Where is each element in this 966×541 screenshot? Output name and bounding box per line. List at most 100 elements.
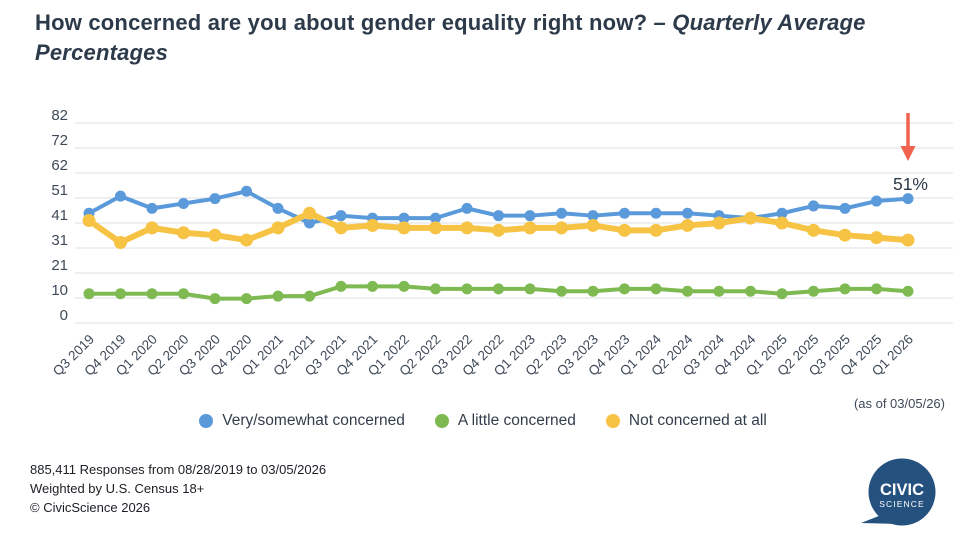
data-point-a-little-concerned <box>241 293 252 305</box>
data-point-not-concerned-at-all <box>618 223 631 237</box>
data-point-a-little-concerned <box>178 288 189 300</box>
annotation-value-label: 51% <box>893 174 928 194</box>
data-point-a-little-concerned <box>83 288 95 300</box>
data-point-not-concerned-at-all <box>555 221 568 235</box>
legend-label: Very/somewhat concerned <box>222 412 405 429</box>
data-point-very-somewhat-concerned <box>430 212 441 224</box>
page-title-emphasis: – Quarterly Average Percentages <box>35 10 866 65</box>
data-point-very-somewhat-concerned <box>619 207 630 219</box>
data-point-not-concerned-at-all <box>271 221 285 235</box>
data-point-a-little-concerned <box>430 283 441 295</box>
data-point-very-somewhat-concerned <box>776 207 788 219</box>
data-point-a-little-concerned <box>713 285 725 297</box>
data-point-a-little-concerned <box>398 280 410 292</box>
data-point-not-concerned-at-all <box>681 218 694 232</box>
data-point-very-somewhat-concerned <box>461 202 473 214</box>
data-point-very-somewhat-concerned <box>115 190 126 202</box>
data-point-a-little-concerned <box>367 280 378 292</box>
data-point-not-concerned-at-all <box>145 221 159 235</box>
data-point-not-concerned-at-all <box>334 221 348 235</box>
legend-label: Not concerned at all <box>628 412 767 429</box>
page-title: How concerned are you about gender equal… <box>35 8 945 68</box>
data-point-a-little-concerned <box>776 288 788 300</box>
data-point-very-somewhat-concerned <box>304 217 315 229</box>
footer-responses-line: 885,411 Responses from 08/28/2019 to 03/… <box>30 462 327 477</box>
y-axis-tick-label: 72 <box>51 132 68 149</box>
data-point-very-somewhat-concerned <box>682 207 693 219</box>
legend-dot-blue-icon <box>199 414 214 428</box>
data-point-very-somewhat-concerned <box>587 210 599 222</box>
data-point-a-little-concerned <box>682 285 693 297</box>
data-point-very-somewhat-concerned <box>650 207 662 219</box>
data-point-a-little-concerned <box>115 288 126 300</box>
data-point-a-little-concerned <box>556 285 567 297</box>
data-point-very-somewhat-concerned <box>808 200 819 212</box>
legend-label: A little concerned <box>457 412 576 429</box>
footer-copyright-line: © CivicScience 2026 <box>30 500 151 515</box>
as-of-date-label: (as of 03/05/26) <box>853 396 945 411</box>
civicscience-logo: CIVIC SCIENCE <box>861 458 936 526</box>
data-point-very-somewhat-concerned <box>524 210 536 222</box>
data-point-not-concerned-at-all <box>82 214 96 228</box>
data-point-a-little-concerned <box>650 283 662 295</box>
logo-text-science: SCIENCE <box>879 499 925 509</box>
data-point-very-somewhat-concerned <box>839 202 851 214</box>
data-point-not-concerned-at-all <box>114 236 127 250</box>
data-point-a-little-concerned <box>587 285 599 297</box>
data-point-a-little-concerned <box>745 285 756 297</box>
data-point-not-concerned-at-all <box>460 221 474 235</box>
data-point-a-little-concerned <box>304 290 315 302</box>
data-point-not-concerned-at-all <box>870 231 883 245</box>
data-point-not-concerned-at-all <box>838 228 852 242</box>
data-point-not-concerned-at-all <box>775 216 789 230</box>
data-point-not-concerned-at-all <box>366 218 379 232</box>
data-point-a-little-concerned <box>272 290 284 302</box>
data-point-not-concerned-at-all <box>240 233 253 247</box>
footer-weighting-line: Weighted by U.S. Census 18+ <box>30 481 205 496</box>
data-point-a-little-concerned <box>335 280 347 292</box>
data-point-not-concerned-at-all <box>429 221 442 235</box>
data-point-a-little-concerned <box>146 288 158 300</box>
data-point-very-somewhat-concerned <box>902 193 914 205</box>
data-point-not-concerned-at-all <box>744 211 757 225</box>
legend-item-not-concerned-at-all: Not concerned at all <box>605 412 767 430</box>
legend-item-a-little-concerned: A little concerned <box>434 412 576 430</box>
data-point-not-concerned-at-all <box>649 223 663 237</box>
y-axis-tick-label: 31 <box>51 232 68 249</box>
logo-speech-bubble <box>868 458 936 526</box>
data-point-not-concerned-at-all <box>397 221 411 235</box>
footer-source-text: 885,411 Responses from 08/28/2019 to 03/… <box>30 460 326 517</box>
data-point-a-little-concerned <box>871 283 882 295</box>
y-axis-tick-label: 82 <box>51 107 68 124</box>
data-point-a-little-concerned <box>493 283 504 295</box>
data-point-not-concerned-at-all <box>901 233 915 247</box>
y-axis-tick-label: 51 <box>51 182 68 199</box>
data-point-very-somewhat-concerned <box>272 202 284 214</box>
trend-arrow-head-icon <box>900 146 916 161</box>
chart-legend: Very/somewhat concerned A little concern… <box>0 412 966 430</box>
data-point-a-little-concerned <box>902 285 914 297</box>
page-title-main: How concerned are you about gender equal… <box>35 10 648 35</box>
data-point-a-little-concerned <box>619 283 630 295</box>
legend-item-very-somewhat-concerned: Very/somewhat concerned <box>199 412 405 430</box>
data-point-very-somewhat-concerned <box>556 207 567 219</box>
legend-dot-green-icon <box>434 414 449 428</box>
data-point-a-little-concerned <box>524 283 536 295</box>
data-point-a-little-concerned <box>209 293 221 305</box>
y-axis-tick-label: 0 <box>60 307 68 324</box>
data-point-not-concerned-at-all <box>712 216 726 230</box>
data-point-very-somewhat-concerned <box>178 197 189 209</box>
y-axis-tick-label: 41 <box>51 207 68 224</box>
legend-dot-yellow-icon <box>605 414 620 428</box>
data-point-not-concerned-at-all <box>586 218 600 232</box>
data-point-very-somewhat-concerned <box>335 210 347 222</box>
data-point-very-somewhat-concerned <box>241 185 252 197</box>
data-point-very-somewhat-concerned <box>398 212 410 224</box>
logo-text-civic: CIVIC <box>880 481 924 499</box>
data-point-not-concerned-at-all <box>303 206 316 220</box>
y-axis-tick-label: 10 <box>51 282 68 299</box>
data-point-not-concerned-at-all <box>523 221 537 235</box>
data-point-a-little-concerned <box>839 283 851 295</box>
data-point-a-little-concerned <box>461 283 473 295</box>
